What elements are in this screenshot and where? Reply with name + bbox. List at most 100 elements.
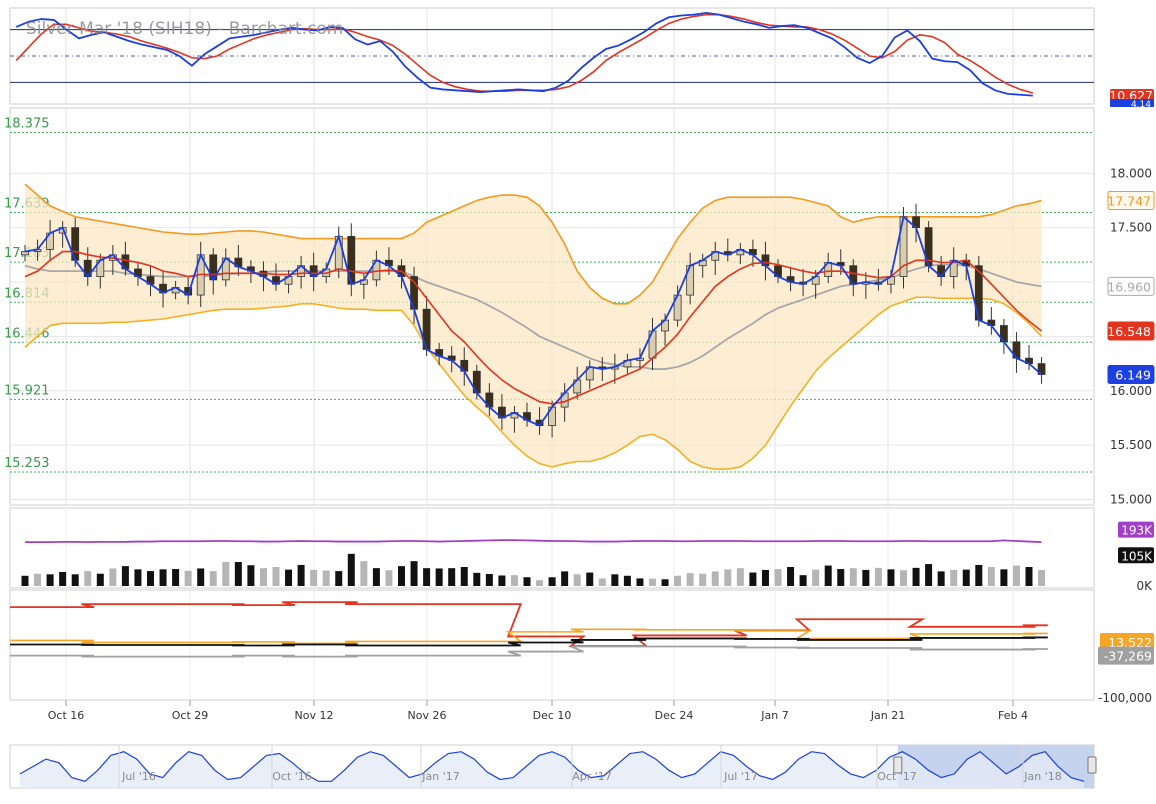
volume-bar [799,575,807,586]
navigator-tick-label: Jan '17 [421,770,459,783]
chart-title: Silver Mar '18 (SIH18) - Barchart.com [26,19,343,39]
volume-bar [686,573,694,586]
x-tick-label: Jan 21 [870,709,905,722]
volume-bar [172,569,180,586]
volume-bar [962,569,970,586]
volume-bar [347,553,355,586]
navigator-tick-label: Jul '16 [121,770,156,783]
indicator-lines [24,215,1043,427]
x-tick-label: Oct 16 [48,709,85,722]
navigator-tick-label: Apr '17 [572,770,612,783]
osc-badge-fast-text: 4.14 [1131,100,1151,110]
last-price-badge-text: 6.149 [1115,367,1151,382]
price-tick-label: 16.000 [1110,384,1152,398]
volume-bar [398,566,405,586]
volume-bar [987,567,995,586]
volume-last-badge-box [1118,547,1154,564]
price-tick-label: 17.500 [1110,221,1152,235]
volume-bar [862,569,870,586]
volume-bar [586,572,594,586]
x-tick-label: Dec 10 [533,709,572,722]
volume-bar [699,573,707,586]
volume-bar [874,567,882,586]
volume-bar [372,568,380,586]
x-tick-label: Nov 26 [408,709,447,722]
cot-badge-1-text: 13,522 [1108,635,1152,650]
volume-bar [1038,569,1046,586]
volume-bar [498,575,506,586]
volume-bar [473,572,481,586]
volume-bar [674,575,682,586]
volume-bar [925,564,933,586]
volume-bar [824,565,832,586]
volume-bar [812,569,820,586]
volume-bar [774,569,782,586]
volume-bar [423,568,431,586]
volume-bar [385,570,393,586]
close-line [24,215,1043,427]
volume-bar [21,575,29,586]
volume-bar [724,569,732,586]
x-tick-label: Oct 29 [172,709,209,722]
volume-bar [510,575,518,586]
volume-bar [761,569,769,586]
volume-bar [272,567,280,586]
volume-bar [573,574,581,586]
volume-ma-badge-box [1118,521,1154,538]
x-tick-label: Jan 7 [760,709,788,722]
volume-bar [121,566,129,586]
volume-bar [209,571,217,586]
band-fill [25,184,1042,470]
volume-bar [109,568,117,586]
price-tick-label: 18.000 [1110,166,1152,180]
band-upper-line [24,183,1042,305]
volume-bar [749,572,757,586]
fib-label: 15.253 [4,456,50,471]
volume-bar [1012,565,1020,586]
fib-label: 18.375 [4,116,50,131]
volume-panel: 193K 105K 0K [21,521,1154,593]
volume-bar [247,565,255,586]
bb-upper-badge-box [1107,190,1155,210]
volume-ma-badge-text: 193K [1121,524,1153,538]
ema-badge-text: 16.548 [1107,324,1151,339]
cot-badge-2-text: -37,269 [1104,649,1152,664]
candlesticks [21,203,1046,438]
volume-bar [360,561,368,586]
cot-badge-2-box [1098,646,1154,665]
volume-bar [159,569,167,586]
volume-bar [59,571,67,586]
cot-badge-1-box [1100,632,1154,651]
volume-bar [649,578,656,586]
volume-bar [636,578,644,586]
navigator-tick-label: Oct '17 [877,770,917,783]
volume-bar [975,564,983,586]
navigator-tick-label: Jul '17 [723,770,758,783]
osc-fast-line [15,11,1033,97]
bb-upper-badge-text: 17.747 [1107,193,1151,208]
volume-bar [184,570,192,586]
volume-bar [548,577,556,586]
sma-badge-box [1107,276,1155,296]
volume-bar [197,568,205,586]
volume-ma-line [25,539,1042,544]
volume-bar [410,561,418,586]
volume-bar [259,568,267,586]
volume-bar [937,571,945,586]
price-tick-label: 15.500 [1110,438,1152,452]
band-lower-line [24,296,1043,470]
cot-small-specs-line [10,636,1048,647]
navigator-tick-label: Jan '18 [1023,770,1061,783]
volume-bar [950,569,958,586]
volume-bar [285,569,293,586]
volume-bar [912,567,920,586]
navigator-panel[interactable]: Jul '16 Oct '16 Jan '17 Apr '17 Jul '17 Oct '… [19,745,1097,788]
volume-last-badge-text: 105K [1121,549,1153,563]
volume-bar [134,569,142,586]
volume-bar [147,571,154,586]
volume-bar [222,562,230,586]
cot-panel: 13,522-37,269 -100,000 [10,601,1154,705]
volume-bar [1000,569,1008,586]
